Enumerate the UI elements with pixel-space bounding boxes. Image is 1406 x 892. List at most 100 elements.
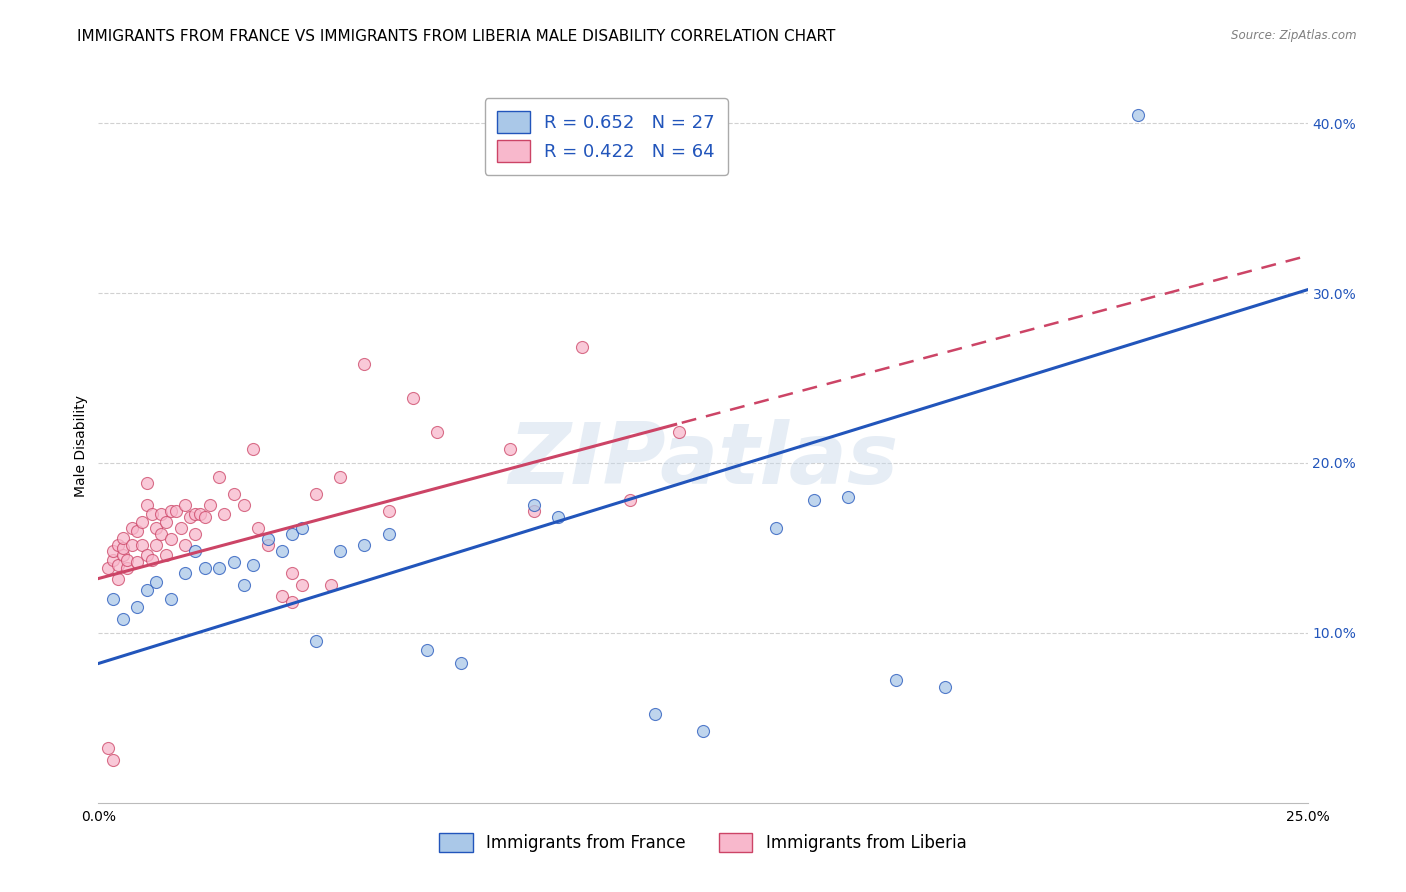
Point [127, 555, 149, 569]
Point [523, 503, 546, 517]
Point [353, 358, 375, 372]
Point [111, 548, 134, 562]
Point [353, 537, 375, 551]
Point [160, 591, 183, 606]
Point [145, 574, 167, 589]
Point [194, 510, 217, 524]
Point [934, 680, 956, 694]
Text: ZIPatlas: ZIPatlas [508, 418, 898, 502]
Point [242, 558, 264, 572]
Point [256, 533, 278, 547]
Point [377, 527, 399, 541]
Text: Source: ZipAtlas.com: Source: ZipAtlas.com [1232, 29, 1357, 42]
Point [242, 442, 264, 457]
Point [145, 520, 167, 534]
Point [150, 527, 173, 541]
Point [305, 634, 328, 648]
Point [668, 425, 690, 440]
Point [101, 753, 124, 767]
Point [222, 555, 245, 569]
Point [256, 537, 278, 551]
Point [208, 469, 231, 483]
Point [131, 537, 153, 551]
Point [426, 425, 449, 440]
Point [271, 544, 294, 558]
Point [803, 493, 825, 508]
Point [117, 561, 139, 575]
Point [222, 486, 245, 500]
Point [1128, 108, 1150, 122]
Point [155, 548, 177, 562]
Point [127, 524, 149, 538]
Point [247, 520, 270, 534]
Point [184, 507, 207, 521]
Point [97, 561, 120, 575]
Point [290, 520, 312, 534]
Point [135, 583, 157, 598]
Point [135, 499, 157, 513]
Point [281, 527, 304, 541]
Legend: Immigrants from France, Immigrants from Liberia: Immigrants from France, Immigrants from … [433, 826, 973, 859]
Point [450, 657, 472, 671]
Point [547, 510, 569, 524]
Point [155, 516, 177, 530]
Point [107, 572, 129, 586]
Point [160, 503, 183, 517]
Point [117, 553, 139, 567]
Point [571, 341, 593, 355]
Point [281, 566, 304, 581]
Point [416, 643, 439, 657]
Y-axis label: Male Disability: Male Disability [75, 395, 89, 497]
Point [121, 537, 143, 551]
Point [135, 548, 157, 562]
Point [290, 578, 312, 592]
Point [174, 499, 197, 513]
Point [837, 490, 859, 504]
Text: IMMIGRANTS FROM FRANCE VS IMMIGRANTS FROM LIBERIA MALE DISABILITY CORRELATION CH: IMMIGRANTS FROM FRANCE VS IMMIGRANTS FRO… [77, 29, 835, 44]
Point [765, 520, 787, 534]
Point [169, 520, 191, 534]
Point [188, 507, 211, 521]
Point [194, 561, 217, 575]
Point [101, 553, 124, 567]
Point [498, 442, 520, 457]
Point [101, 591, 124, 606]
Point [150, 507, 173, 521]
Point [523, 499, 546, 513]
Point [644, 707, 666, 722]
Point [141, 553, 163, 567]
Point [619, 493, 641, 508]
Point [174, 566, 197, 581]
Point [184, 544, 207, 558]
Point [111, 531, 134, 545]
Point [174, 537, 197, 551]
Point [165, 503, 187, 517]
Point [281, 595, 304, 609]
Point [135, 476, 157, 491]
Point [107, 558, 129, 572]
Point [692, 724, 714, 739]
Point [111, 612, 134, 626]
Point [111, 541, 134, 555]
Point [121, 520, 143, 534]
Point [402, 392, 425, 406]
Point [208, 561, 231, 575]
Point [329, 544, 352, 558]
Point [886, 673, 908, 688]
Point [232, 499, 254, 513]
Point [184, 527, 207, 541]
Point [145, 537, 167, 551]
Point [179, 510, 201, 524]
Point [101, 544, 124, 558]
Point [232, 578, 254, 592]
Point [127, 600, 149, 615]
Point [377, 503, 399, 517]
Point [131, 516, 153, 530]
Point [329, 469, 352, 483]
Point [97, 741, 120, 756]
Point [305, 486, 328, 500]
Point [212, 507, 235, 521]
Point [271, 589, 294, 603]
Point [198, 499, 221, 513]
Point [107, 537, 129, 551]
